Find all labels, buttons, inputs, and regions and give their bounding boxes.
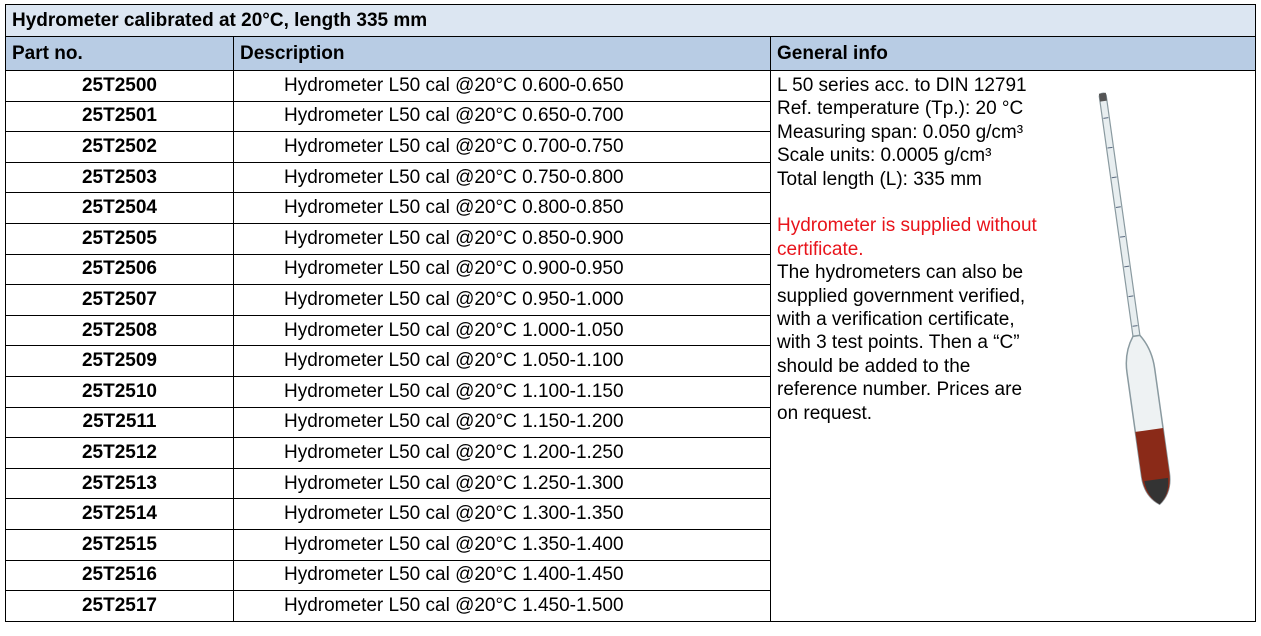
part-number: 25T2504 bbox=[6, 193, 234, 224]
description: Hydrometer L50 cal @20°C 0.700-0.750 bbox=[234, 132, 771, 163]
description: Hydrometer L50 cal @20°C 1.400-1.450 bbox=[234, 560, 771, 591]
part-number: 25T2514 bbox=[6, 499, 234, 530]
part-number: 25T2513 bbox=[6, 468, 234, 499]
page: Hydrometer calibrated at 20°C, length 33… bbox=[0, 0, 1261, 636]
description: Hydrometer L50 cal @20°C 0.650-0.700 bbox=[234, 101, 771, 132]
description: Hydrometer L50 cal @20°C 1.350-1.400 bbox=[234, 529, 771, 560]
description: Hydrometer L50 cal @20°C 1.150-1.200 bbox=[234, 407, 771, 438]
product-table: Hydrometer calibrated at 20°C, length 33… bbox=[5, 4, 1256, 622]
part-number: 25T2501 bbox=[6, 101, 234, 132]
column-header: Part no. bbox=[6, 37, 234, 71]
part-number: 25T2516 bbox=[6, 560, 234, 591]
part-number: 25T2507 bbox=[6, 285, 234, 316]
part-number: 25T2503 bbox=[6, 162, 234, 193]
description: Hydrometer L50 cal @20°C 1.000-1.050 bbox=[234, 315, 771, 346]
part-number: 25T2500 bbox=[6, 71, 234, 102]
part-number: 25T2512 bbox=[6, 438, 234, 469]
description: Hydrometer L50 cal @20°C 1.200-1.250 bbox=[234, 438, 771, 469]
part-number: 25T2508 bbox=[6, 315, 234, 346]
description: Hydrometer L50 cal @20°C 0.900-0.950 bbox=[234, 254, 771, 285]
part-number: 25T2502 bbox=[6, 132, 234, 163]
part-number: 25T2515 bbox=[6, 529, 234, 560]
hydrometer-image bbox=[1095, 85, 1185, 515]
description: Hydrometer L50 cal @20°C 0.600-0.650 bbox=[234, 71, 771, 102]
description: Hydrometer L50 cal @20°C 0.800-0.850 bbox=[234, 193, 771, 224]
description: Hydrometer L50 cal @20°C 1.050-1.100 bbox=[234, 346, 771, 377]
description: Hydrometer L50 cal @20°C 0.850-0.900 bbox=[234, 223, 771, 254]
part-number: 25T2506 bbox=[6, 254, 234, 285]
part-number: 25T2517 bbox=[6, 591, 234, 622]
description: Hydrometer L50 cal @20°C 1.100-1.150 bbox=[234, 376, 771, 407]
description: Hydrometer L50 cal @20°C 0.950-1.000 bbox=[234, 285, 771, 316]
description: Hydrometer L50 cal @20°C 1.300-1.350 bbox=[234, 499, 771, 530]
column-header: Description bbox=[234, 37, 771, 71]
column-header: General info bbox=[771, 37, 1256, 71]
description: Hydrometer L50 cal @20°C 1.450-1.500 bbox=[234, 591, 771, 622]
description: Hydrometer L50 cal @20°C 1.250-1.300 bbox=[234, 468, 771, 499]
part-number: 25T2511 bbox=[6, 407, 234, 438]
part-number: 25T2505 bbox=[6, 223, 234, 254]
table-title: Hydrometer calibrated at 20°C, length 33… bbox=[6, 5, 1256, 37]
part-number: 25T2509 bbox=[6, 346, 234, 377]
part-number: 25T2510 bbox=[6, 376, 234, 407]
description: Hydrometer L50 cal @20°C 0.750-0.800 bbox=[234, 162, 771, 193]
